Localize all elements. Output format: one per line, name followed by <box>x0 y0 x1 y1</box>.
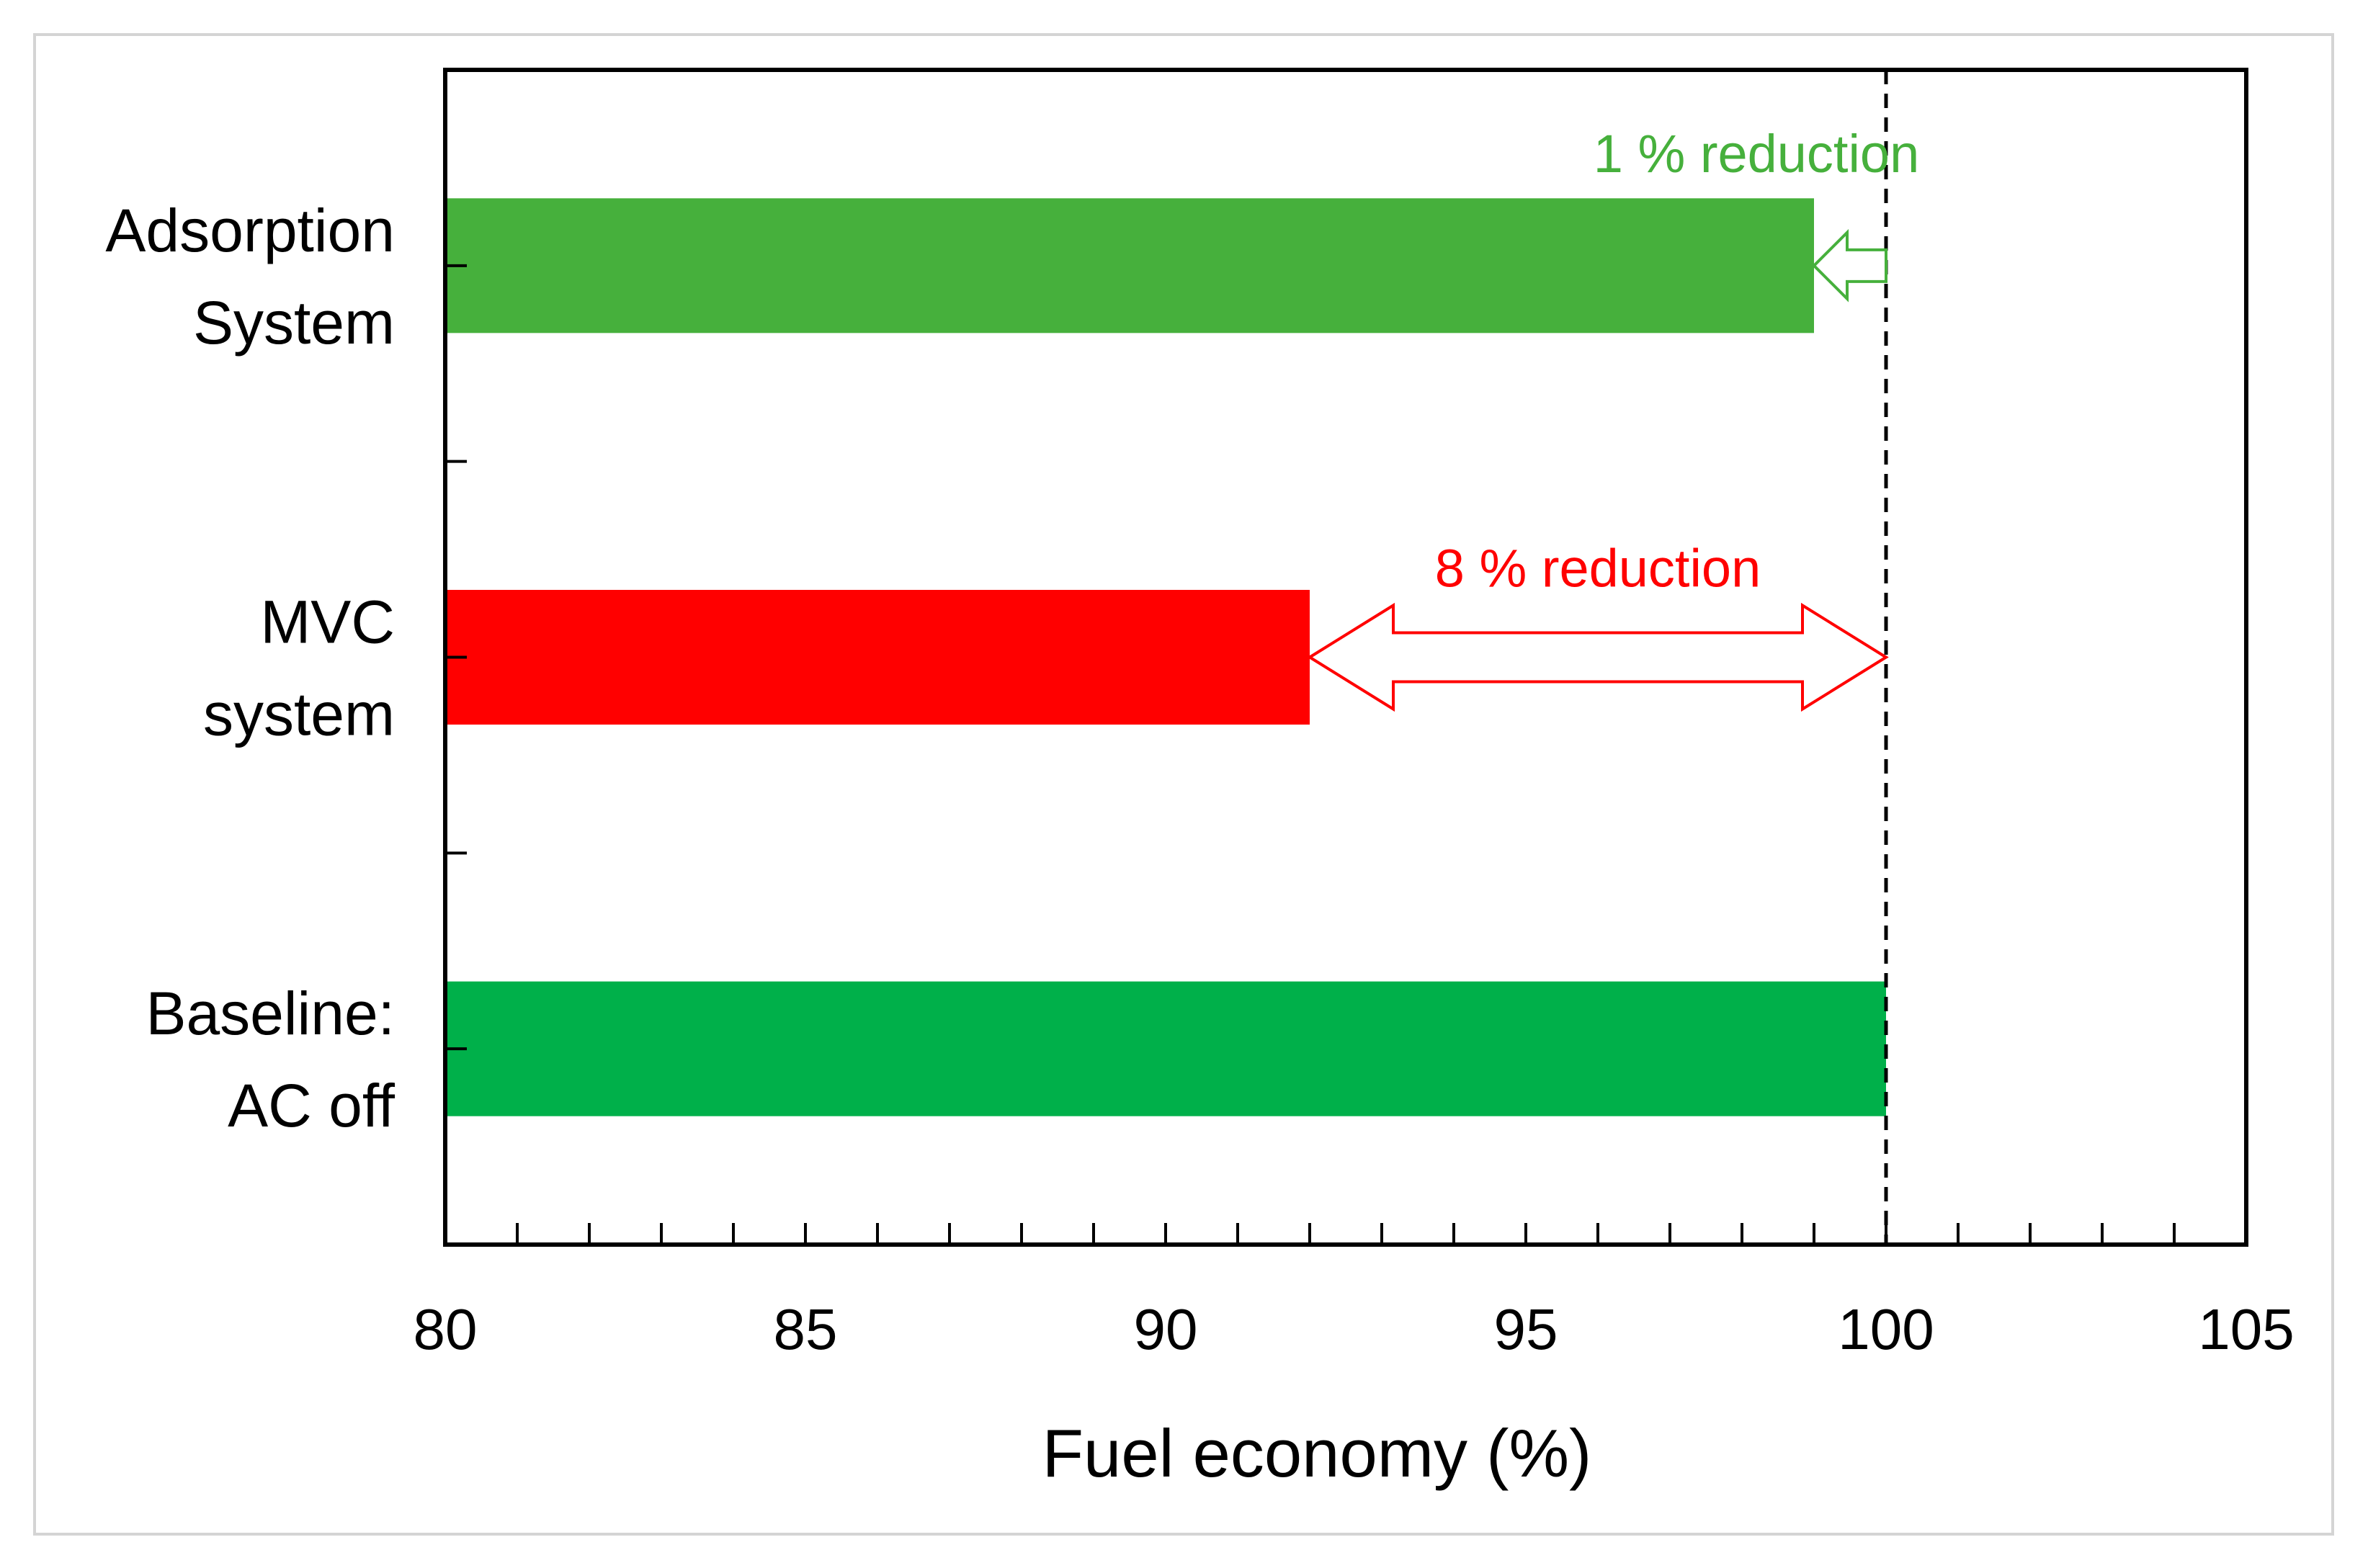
x-tick-label-95: 95 <box>1494 1297 1558 1361</box>
category-label-3: Baseline: AC off <box>146 980 395 1139</box>
bar-baseline-ac-off <box>445 981 1886 1116</box>
x-tick-label-90: 90 <box>1134 1297 1198 1361</box>
bar-adsorption-system <box>445 198 1814 333</box>
reduction-label-2: 8 % reduction <box>1435 539 1761 599</box>
x-tick-label-80: 80 <box>414 1297 478 1361</box>
category-label-line: Baseline: <box>146 980 395 1047</box>
category-label-line: System <box>193 289 395 357</box>
x-tick-label-105: 105 <box>2198 1297 2294 1361</box>
x-tick-label-85: 85 <box>774 1297 838 1361</box>
reduction-arrow-1 <box>1812 229 1887 303</box>
x-tick-label-100: 100 <box>1838 1297 1934 1361</box>
category-label-line: system <box>203 681 395 748</box>
category-label-2: MVC system <box>203 588 395 748</box>
category-label-line: Adsorption <box>105 197 395 264</box>
category-label-line: MVC <box>260 588 395 656</box>
category-label-1: Adsorption System <box>105 197 395 357</box>
reduction-arrow-2 <box>1307 602 1889 712</box>
bar-mvc-system <box>445 589 1310 725</box>
x-axis-title: Fuel economy (%) <box>1042 1415 1592 1491</box>
reduction-label-1: 1 % reduction <box>1594 124 1920 184</box>
category-label-line: AC off <box>228 1072 396 1139</box>
